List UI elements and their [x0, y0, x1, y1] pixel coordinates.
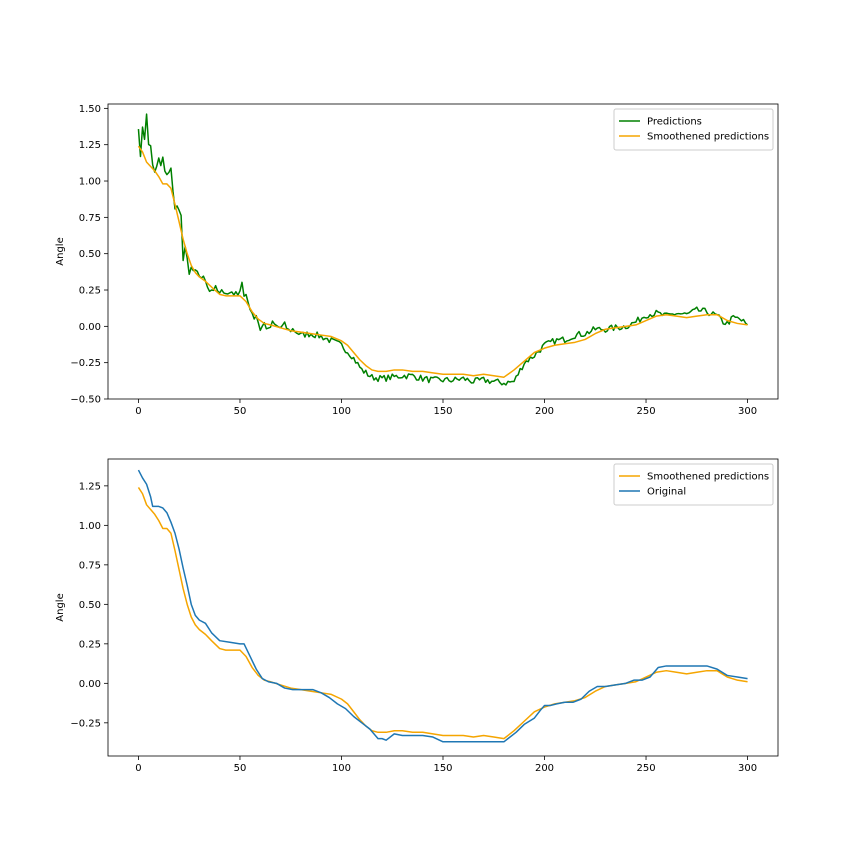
x-tick-label: 250 — [636, 406, 655, 417]
legend-box — [613, 108, 774, 151]
y-axis-label: Angle — [55, 593, 66, 621]
x-tick-label: 200 — [535, 763, 554, 774]
y-tick-label: 0.25 — [79, 639, 101, 650]
x-tick-label: 150 — [433, 763, 452, 774]
legend-box — [613, 463, 774, 506]
series-line-1 — [137, 487, 748, 740]
series-line-2 — [137, 145, 748, 378]
series-line-2 — [137, 469, 748, 743]
chart-panel-2: 0 50 100 150 200 250 300 −0.25 0.00 0.25 0.50 0.75 1… — [55, 458, 779, 774]
x-tick-label: 100 — [332, 406, 351, 417]
y-tick-label: −0.25 — [70, 718, 101, 729]
y-tick-label: 1.00 — [79, 521, 101, 532]
axes-frame — [107, 103, 779, 400]
y-tick-label: −0.25 — [70, 358, 101, 369]
x-tick-label: 100 — [332, 763, 351, 774]
y-tick-label: 1.25 — [79, 140, 101, 151]
x-tick-label: 300 — [738, 406, 757, 417]
legend: Predictions Smoothened predictions — [613, 108, 774, 151]
x-tick-label: 150 — [433, 406, 452, 417]
legend: Smoothened predictions Original — [613, 463, 774, 506]
x-tick-label: 200 — [535, 406, 554, 417]
y-axis-label: Angle — [55, 237, 66, 265]
legend-entry: Predictions — [647, 117, 702, 128]
y-tick-label: 0.25 — [79, 286, 101, 297]
y-tick-label: 0.00 — [79, 322, 101, 333]
x-tick-label: 0 — [135, 406, 141, 417]
y-tick-label: 0.50 — [79, 249, 101, 260]
y-tick-label: 0.75 — [79, 560, 101, 571]
y-tick-label: 0.50 — [79, 600, 101, 611]
y-tick-label: 0.75 — [79, 213, 101, 224]
legend-entry: Original — [647, 487, 686, 498]
y-tick-label: 1.25 — [79, 481, 101, 492]
legend-entry: Smoothened predictions — [647, 472, 769, 483]
x-tick-label: 300 — [738, 763, 757, 774]
axes-frame — [107, 458, 779, 757]
x-tick-label: 50 — [234, 406, 247, 417]
legend-entry: Smoothened predictions — [647, 132, 769, 143]
chart-panel-1: 0 50 100 150 200 250 300 −0.50 −0.25 0.00 0.25 0.50… — [55, 103, 779, 417]
x-tick-label: 50 — [234, 763, 247, 774]
y-tick-label: −0.50 — [70, 395, 101, 406]
x-tick-label: 250 — [636, 763, 655, 774]
y-tick-label: 1.00 — [79, 177, 101, 188]
x-tick-label: 0 — [135, 763, 141, 774]
y-tick-label: 0.00 — [79, 679, 101, 690]
series-line-1 — [137, 113, 749, 386]
y-tick-label: 1.50 — [79, 104, 101, 115]
